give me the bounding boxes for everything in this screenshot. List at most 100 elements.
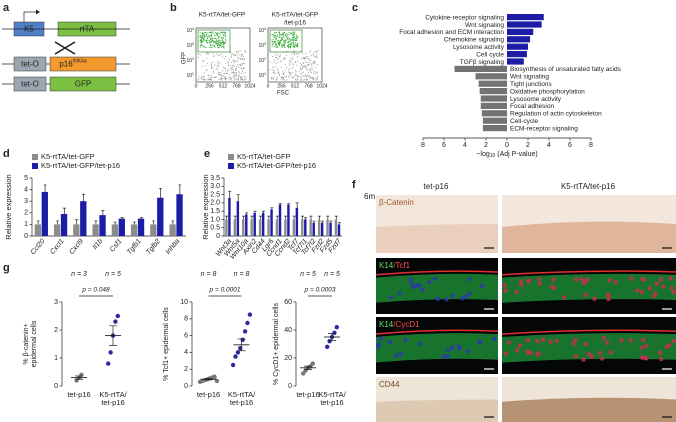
- panel-label: c: [352, 2, 358, 14]
- flow-dot: [207, 36, 209, 38]
- flow-dot: [233, 54, 235, 56]
- flow-dot: [218, 36, 220, 38]
- category-label: Cytokine-receptor signaling: [425, 14, 504, 21]
- bar: [150, 224, 157, 236]
- x-tick-label: K5-rtTA/: [99, 390, 127, 399]
- nucleus: [641, 277, 646, 282]
- cross: [54, 41, 76, 55]
- flow-dot: [213, 56, 215, 58]
- flow-dot: [241, 54, 243, 56]
- flow-dot: [308, 69, 310, 71]
- flow-dot: [223, 58, 225, 60]
- y-tick-label: 0.5: [210, 225, 220, 232]
- flow-dot: [278, 40, 280, 42]
- flow-dot: [283, 58, 285, 60]
- error-bar: [253, 210, 257, 213]
- nucleus: [597, 350, 602, 356]
- error-bar: [304, 365, 312, 370]
- flow-dot: [299, 75, 301, 77]
- nucleus: [492, 336, 497, 342]
- flow-dot: [223, 75, 225, 77]
- y-tick-label: 40: [284, 327, 292, 334]
- flow-xtick: 1024: [316, 83, 327, 89]
- error-bar: [304, 217, 308, 220]
- nucleus: [418, 341, 423, 347]
- flow-dot: [280, 39, 283, 41]
- flow-dot: [242, 77, 244, 79]
- nucleus: [465, 349, 471, 354]
- flow-dot: [210, 46, 212, 48]
- flow-dot: [313, 51, 315, 53]
- stratum: [375, 270, 499, 276]
- error-bar: [204, 378, 213, 381]
- flow-dot: [289, 72, 291, 74]
- flow-dot: [286, 41, 288, 43]
- category-label: Focal adhesion and ECM interaction: [399, 29, 504, 36]
- nucleus: [479, 283, 485, 289]
- y-tick-label: 1.0: [210, 216, 220, 223]
- flow-dot: [216, 43, 218, 45]
- x-axis-title: −log10 (Adj P-value): [476, 151, 537, 159]
- flow-dot: [234, 72, 236, 74]
- flow-dot: [204, 65, 206, 67]
- nucleus: [536, 351, 541, 356]
- dot: [332, 330, 337, 335]
- bar: [301, 219, 304, 236]
- error-bar: [292, 215, 296, 220]
- n-label: n = 5: [105, 271, 121, 278]
- nucleus: [641, 337, 646, 343]
- nucleus: [435, 296, 441, 302]
- flow-dot: [282, 77, 284, 79]
- flow-dot: [313, 54, 315, 56]
- flow-dot: [285, 55, 287, 57]
- flow-dot: [240, 58, 242, 60]
- flow-dot: [222, 34, 224, 36]
- flow-dot: [212, 40, 214, 43]
- flow-dot: [292, 37, 295, 39]
- y-tick-label: 0: [24, 233, 28, 240]
- tick-exp: 3: [264, 42, 266, 46]
- tick-base: 10: [186, 73, 192, 79]
- nucleus: [463, 294, 469, 299]
- y-axis-title: Relative expression: [201, 174, 210, 239]
- flow-dot: [305, 55, 307, 57]
- error-bar: [101, 210, 105, 216]
- flow-dot: [223, 43, 225, 45]
- nucleus: [403, 337, 408, 343]
- flow-dot: [293, 76, 295, 78]
- flow-dot: [224, 73, 226, 75]
- flow-dot: [278, 72, 280, 74]
- flow-dot: [216, 32, 218, 35]
- flow-dot: [298, 70, 300, 72]
- flow-dot: [228, 65, 230, 67]
- y-tick-label: 10: [180, 299, 188, 306]
- flow-dot: [288, 31, 290, 34]
- error-bar: [334, 215, 338, 220]
- flow-dot: [275, 31, 278, 34]
- flow-dot: [275, 66, 277, 68]
- nucleus: [599, 356, 605, 361]
- nucleus: [551, 285, 557, 291]
- flow-dot: [283, 73, 285, 75]
- error-bar: [82, 193, 86, 202]
- flow-dot: [307, 62, 309, 64]
- flow-dot: [304, 79, 306, 81]
- stain-label: K14/CycD1: [379, 320, 420, 329]
- y-axis-title: % β-catenin+: [23, 323, 30, 364]
- bar: [80, 201, 87, 236]
- n-label: n = 8: [201, 271, 217, 278]
- flow-dot: [223, 37, 225, 39]
- flow-dot: [220, 74, 222, 76]
- flow-dot: [273, 46, 276, 48]
- nucleus: [536, 277, 542, 282]
- x-tick-label: 2: [526, 142, 530, 149]
- flow-dot: [273, 59, 275, 61]
- nucleus: [503, 288, 508, 293]
- flow-dot: [274, 41, 276, 43]
- flow-dot: [288, 47, 290, 49]
- x-tick-label: tet-p16: [101, 398, 124, 407]
- flow-dot: [293, 45, 295, 47]
- flow-dot: [206, 39, 208, 41]
- x-tick-label: Csf1: [109, 238, 124, 254]
- flow-dot: [211, 47, 213, 49]
